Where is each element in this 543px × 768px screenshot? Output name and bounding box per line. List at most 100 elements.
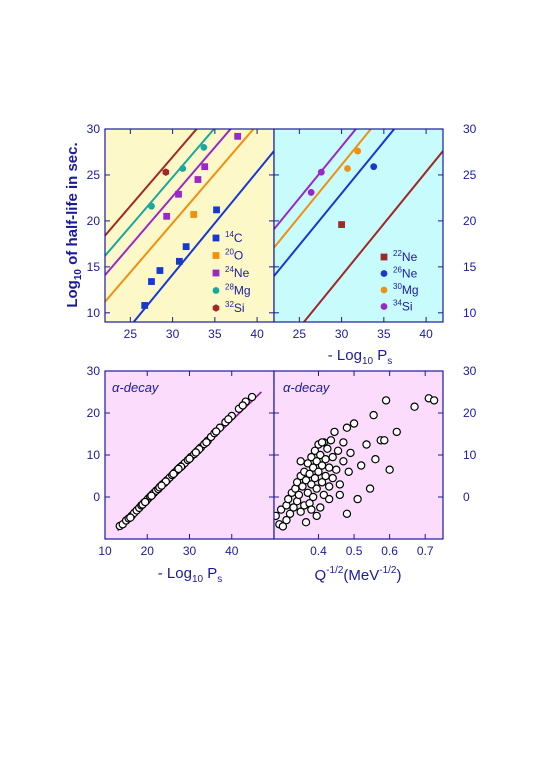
bottom_right-point-46 <box>328 452 337 462</box>
bottom-right-xlabel-pre: Q <box>315 567 327 584</box>
top-right-legend-22Ne-point-0 <box>380 253 388 261</box>
top_left-14C-point-5 <box>213 206 220 214</box>
panel-bottom-right-series <box>274 394 439 531</box>
bottom_right-point-66 <box>380 436 389 445</box>
bottom_right-point-27 <box>308 463 318 472</box>
bottom-left-ytick-label-0: 0 <box>93 490 100 504</box>
bottom-right-ytick-label-right-3: 30 <box>463 364 477 378</box>
top-right-legend-label-34Si: 34Si <box>393 299 413 314</box>
bottom_right-point-23 <box>305 469 314 479</box>
bottom-right-xtick-label-3: 0.7 <box>417 544 434 558</box>
bottom_right-point-58 <box>349 419 359 428</box>
bottom_right-point-35 <box>316 450 325 460</box>
bottom-left-xlabel-sub2: s <box>217 574 222 585</box>
bottom_right-point-39 <box>319 490 329 500</box>
bottom_right-point-16 <box>298 482 307 491</box>
bottom-left-xlabel-pre: - Log <box>158 565 192 582</box>
bottom_right-point-2 <box>276 505 286 514</box>
bottom_right-point-68 <box>385 465 394 474</box>
bottom_right-point-13 <box>294 490 304 500</box>
top_left-32Si-point-0 <box>162 168 170 176</box>
bottom_left-point-43 <box>126 513 135 522</box>
panel-top-left-ticks: 25 30 35 40 10 15 20 25 30 <box>87 122 274 341</box>
bottom_left-point-57 <box>157 481 166 490</box>
bottom_right-point-77 <box>296 457 305 466</box>
top-right-ytick-label-right-2: 20 <box>463 214 477 228</box>
top_right-30Mg-point-0 <box>344 165 351 172</box>
top_left-fit-line-20O <box>105 129 255 303</box>
top_left-fit-line-14C <box>132 150 274 322</box>
top-left-legend-label-14C: 14C <box>225 230 243 245</box>
bottom-left-xtick-label-1: 20 <box>141 544 155 558</box>
top_left-fit-line-24Ne <box>105 129 232 276</box>
bottom_right-point-45 <box>326 436 336 445</box>
bottom_right-point-33 <box>314 467 323 476</box>
top_left-14C-point-0 <box>141 302 149 309</box>
top-right-xtick-label-1: 30 <box>335 327 349 341</box>
bottom_left-point-52 <box>202 438 211 447</box>
bottom_right-point-59 <box>353 494 362 504</box>
top-left-ylabel-post: of half-life in sec. <box>64 142 81 269</box>
bottom_right-point-73 <box>301 518 311 527</box>
bottom_right-point-26 <box>308 492 318 502</box>
top_left-fit-line-32Si <box>105 129 198 237</box>
bottom_right-point-3 <box>278 522 288 531</box>
bottom_right-point-57 <box>346 448 355 458</box>
bottom_right-point-0 <box>274 511 280 521</box>
bottom_right-point-6 <box>284 494 293 504</box>
bottom_right-point-67 <box>381 396 391 405</box>
bottom-right-xlabel-mid: (MeV <box>343 567 379 584</box>
bottom-left-ytick-label-2: 20 <box>87 406 101 420</box>
top-right-xlabel-pre: - Log <box>328 347 362 364</box>
bottom_right-point-36 <box>317 478 327 487</box>
bottom_right-point-44 <box>324 463 334 472</box>
top-right-xlabel-sub2: s <box>387 356 392 367</box>
bottom_right-point-20 <box>303 488 312 497</box>
top_right-fit-line-22Ne <box>302 150 443 322</box>
top-right-legend-26Ne-point-0 <box>380 270 388 277</box>
top_left-24Ne-point-3 <box>201 163 209 171</box>
bottom_right-point-69 <box>392 427 401 437</box>
top_right-22Ne-point-0 <box>338 221 345 228</box>
bottom_right-point-72 <box>429 396 439 405</box>
top-left-legend-24Ne-point-0 <box>212 269 220 277</box>
bottom_left-point-56 <box>140 497 150 507</box>
bottom_right-point-79 <box>317 438 327 447</box>
top_left-14C-point-2 <box>156 267 164 274</box>
top-left-ylabel-sub: 10 <box>73 269 84 281</box>
bottom-left-ytick-label-3: 30 <box>87 364 101 378</box>
bottom-right-xlabel-sup1: -1/2 <box>326 565 344 576</box>
top-right-legend-34Si-point-0 <box>380 303 388 310</box>
bottom_right-point-56 <box>344 467 353 476</box>
panel-bottom-left-series <box>115 391 262 532</box>
panel-top-right-background <box>274 129 443 322</box>
bottom_right-point-76 <box>335 490 345 500</box>
bottom-left-xlabel-sub1: 10 <box>192 574 204 585</box>
top-left-legend-label-28Mg: 28Mg <box>225 283 251 298</box>
panel-top-left-legend: 14C 20O 24Ne 28Mg 32Si <box>212 230 251 315</box>
top-left-ytick-label-4: 30 <box>87 122 101 136</box>
bottom-left-xtick-label-3: 40 <box>225 544 239 558</box>
top_left-24Ne-point-2 <box>194 176 202 183</box>
bottom_right-point-64 <box>371 455 380 464</box>
top-right-xtick-label-3: 40 <box>419 327 433 341</box>
bottom_left-point-53 <box>211 427 221 436</box>
bottom-left-annotation: α-decay <box>112 380 160 395</box>
bottom-right-ytick-label-right-0: 0 <box>463 490 470 504</box>
top_left-14C-point-4 <box>182 243 190 251</box>
bottom-left-xtick-label-2: 30 <box>183 544 197 558</box>
top_right-34Si-point-0 <box>307 189 315 196</box>
top-right-xlabel: - Log10 Ps <box>328 347 393 367</box>
top_left-28Mg-point-2 <box>200 143 208 151</box>
bottom_right-point-34 <box>316 503 325 512</box>
bottom_left-point-42 <box>247 392 257 402</box>
bottom_right-point-42 <box>323 444 332 453</box>
bottom_right-point-31 <box>312 457 321 466</box>
bottom_right-point-43 <box>324 482 334 491</box>
bottom_right-point-9 <box>289 503 298 512</box>
bottom_right-point-28 <box>310 446 320 455</box>
top-left-ylabel: Log10 of half-life in sec. <box>64 142 84 307</box>
bottom-right-xlabel-post: ) <box>396 567 401 584</box>
